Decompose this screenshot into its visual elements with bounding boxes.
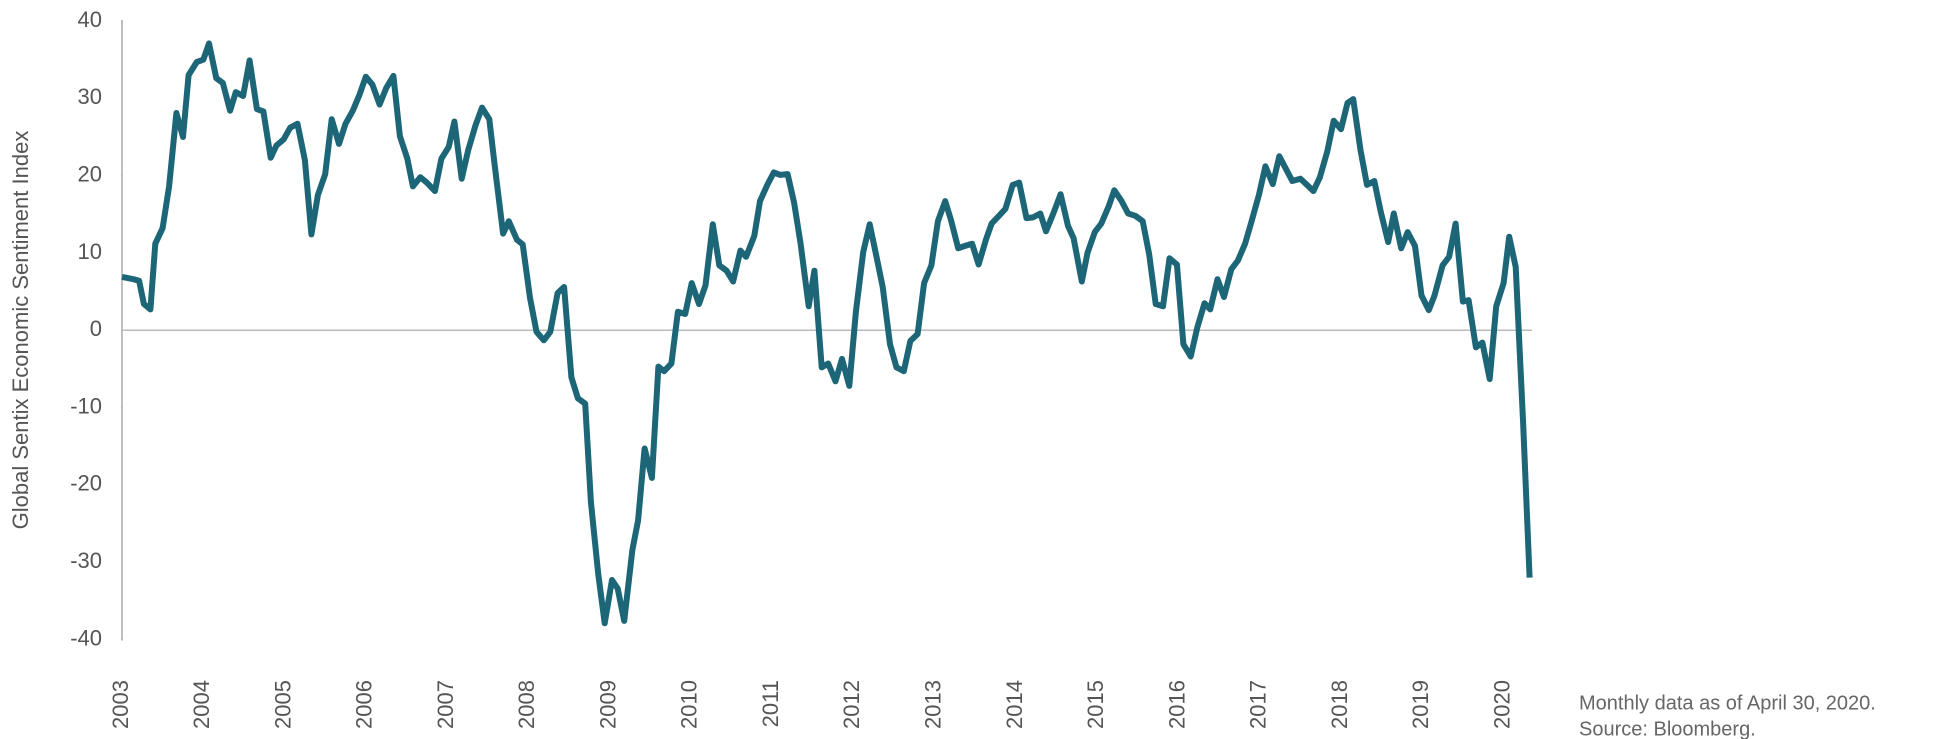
- x-tick-label: 2019: [1408, 680, 1433, 729]
- x-tick-label: 2016: [1164, 680, 1189, 729]
- footnote: Source: Bloomberg.: [1579, 718, 1756, 739]
- x-tick-label: 2014: [1002, 680, 1027, 729]
- y-tick-label: 30: [78, 84, 102, 109]
- x-tick-label: 2010: [677, 680, 702, 729]
- y-tick-label: -10: [70, 393, 102, 418]
- y-tick-label: 10: [78, 239, 102, 264]
- series-line: [121, 40, 1533, 627]
- x-tick-label: 2015: [1083, 680, 1108, 729]
- x-tick-label: 2020: [1489, 680, 1514, 729]
- x-tick-label: 2008: [514, 680, 539, 729]
- x-tick-label: 2017: [1246, 680, 1271, 729]
- y-tick-label: 0: [90, 316, 102, 341]
- y-tick-label: -20: [70, 471, 102, 496]
- x-tick-label: 2006: [352, 680, 377, 729]
- y-tick-label: 20: [78, 161, 102, 186]
- x-tick-label: 2018: [1327, 680, 1352, 729]
- x-tick-label: 2011: [758, 680, 783, 727]
- x-tick-label: 2012: [839, 680, 864, 729]
- footnote: Monthly data as of April 30, 2020.: [1579, 692, 1876, 714]
- x-tick-label: 2003: [108, 680, 133, 729]
- y-tick-label: 40: [78, 7, 102, 32]
- y-tick-label: -40: [70, 625, 102, 650]
- x-tick-label: 2007: [433, 680, 458, 729]
- x-tick-label: 2013: [920, 680, 945, 729]
- x-tick-label: 2004: [189, 680, 214, 729]
- y-axis-label: Global Sentix Economic Sentiment Index: [8, 131, 33, 530]
- y-tick-label: -30: [70, 548, 102, 573]
- x-tick-label: 2009: [595, 680, 620, 729]
- x-tick-label: 2005: [270, 680, 295, 729]
